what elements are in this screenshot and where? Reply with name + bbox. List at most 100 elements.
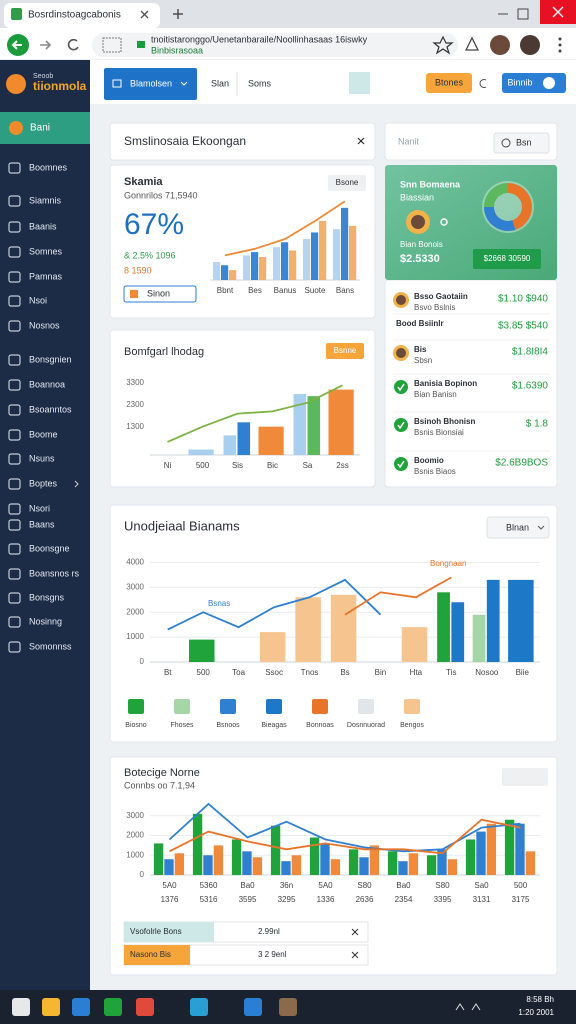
donut-slice bbox=[484, 183, 508, 207]
nav-icon bbox=[8, 592, 21, 604]
nav-item[interactable]: Nosnos bbox=[29, 320, 60, 330]
y-tick-label: 2000 bbox=[126, 607, 144, 616]
bar bbox=[251, 252, 259, 280]
nav-icon bbox=[8, 478, 21, 490]
chart-badge[interactable] bbox=[326, 343, 364, 359]
taskbar-icon[interactable] bbox=[136, 998, 154, 1016]
nav-item[interactable]: Pamnas bbox=[29, 271, 63, 281]
button-orange[interactable] bbox=[426, 73, 472, 93]
brand-logo bbox=[6, 74, 26, 94]
x-tick-label: 500 bbox=[197, 668, 211, 677]
x-tick-sublabel: 2636 bbox=[356, 895, 374, 904]
kpi-button[interactable] bbox=[123, 285, 197, 303]
x-tick-sublabel: 3131 bbox=[473, 895, 491, 904]
x-tick-label: 500 bbox=[196, 461, 210, 470]
nav-item[interactable]: Nosinng bbox=[29, 616, 62, 626]
legend-swatch bbox=[404, 699, 420, 714]
x-tick-label: Tis bbox=[446, 668, 456, 677]
panel-dropdown[interactable] bbox=[493, 132, 550, 154]
bar bbox=[451, 602, 465, 662]
chart-dropdown[interactable] bbox=[486, 516, 550, 539]
annotation: Bongnaan bbox=[430, 559, 466, 568]
nav-item[interactable]: Bani bbox=[30, 123, 50, 134]
bar bbox=[213, 261, 221, 280]
chart-dropdown[interactable] bbox=[502, 768, 548, 786]
button-label[interactable]: Binnib bbox=[507, 77, 532, 87]
button-label[interactable]: $2668 30590 bbox=[484, 254, 531, 263]
browser-tab[interactable] bbox=[4, 3, 160, 28]
kpi-button-icon bbox=[130, 290, 138, 298]
nav-item[interactable]: Somnes bbox=[29, 246, 63, 256]
x-tick-label: Tnos bbox=[301, 668, 319, 677]
bar bbox=[192, 813, 203, 875]
nav-item[interactable]: Bonsgnien bbox=[29, 354, 72, 364]
bar bbox=[472, 614, 486, 662]
nav-item[interactable]: Baanis bbox=[29, 221, 57, 231]
legend-label: Biosno bbox=[125, 722, 147, 729]
nav-item[interactable]: Bsoanntos bbox=[29, 404, 72, 414]
url-field[interactable] bbox=[92, 33, 458, 57]
bar bbox=[273, 247, 281, 280]
nav-item[interactable]: Boptes bbox=[29, 478, 58, 488]
taskbar-icon[interactable] bbox=[12, 998, 30, 1016]
nav-item[interactable]: Nsoi bbox=[29, 295, 47, 305]
bar bbox=[341, 207, 349, 280]
x-tick-label: Ni bbox=[164, 461, 172, 470]
card bbox=[109, 122, 376, 161]
bar bbox=[426, 855, 437, 875]
taskbar-icon[interactable] bbox=[42, 998, 60, 1016]
nav-item[interactable]: Baans bbox=[29, 519, 55, 529]
y-tick-label: 2000 bbox=[126, 831, 144, 840]
taskbar-icon[interactable] bbox=[279, 998, 297, 1016]
badge-label[interactable]: Bsone bbox=[336, 178, 359, 187]
menu-dot bbox=[558, 49, 562, 53]
bar bbox=[525, 851, 536, 875]
bookmark-star[interactable] bbox=[432, 35, 454, 55]
taskbar-icon[interactable] bbox=[72, 998, 90, 1016]
badge-label[interactable]: Bsnne bbox=[334, 346, 357, 355]
nav-item[interactable]: Siamnis bbox=[29, 195, 62, 205]
taskbar-icon[interactable] bbox=[190, 998, 208, 1016]
button-label[interactable]: Btones bbox=[435, 77, 464, 87]
nav-item[interactable]: Boomnes bbox=[29, 162, 68, 172]
url-subtext: Binbisrasoaa bbox=[151, 45, 203, 55]
nav-item[interactable]: Boansnos rs bbox=[29, 568, 80, 578]
kpi-badge[interactable] bbox=[328, 175, 366, 191]
taskbar-icon[interactable] bbox=[104, 998, 122, 1016]
nav-item[interactable]: Boannoa bbox=[29, 379, 65, 389]
extension[interactable] bbox=[464, 36, 480, 51]
bar bbox=[387, 851, 398, 875]
clock-date: 1:20 2001 bbox=[518, 1008, 554, 1017]
dropdown[interactable] bbox=[104, 68, 197, 100]
dropdown-label[interactable]: Blnan bbox=[506, 522, 529, 532]
x-tick-label: 5A0 bbox=[318, 881, 333, 890]
annotation: Bsnas bbox=[208, 599, 230, 608]
search-field[interactable] bbox=[349, 72, 370, 94]
nav-item[interactable]: Boonsgne bbox=[29, 543, 70, 553]
bar bbox=[223, 435, 237, 455]
x-tick-label: Sa0 bbox=[474, 881, 489, 890]
dropdown-icon bbox=[501, 138, 511, 148]
check-icon bbox=[394, 380, 408, 394]
nav-item[interactable]: Nsuns bbox=[29, 453, 55, 463]
bar bbox=[437, 592, 450, 662]
button-label[interactable]: Sinon bbox=[147, 288, 170, 298]
check-mark bbox=[397, 383, 405, 392]
placeholder: Nanit bbox=[398, 136, 420, 146]
nav-item[interactable]: Somonnss bbox=[29, 641, 72, 651]
x-tick-label: Sa bbox=[303, 461, 313, 470]
balance-button[interactable] bbox=[473, 249, 541, 269]
tab-label[interactable]: Slan bbox=[211, 78, 229, 88]
nav-item[interactable]: Boome bbox=[29, 429, 58, 439]
dropdown-label[interactable]: Blamolsen bbox=[130, 78, 172, 88]
nav-item[interactable]: Bonsgns bbox=[29, 592, 65, 602]
nav-item[interactable]: Nsori bbox=[29, 503, 50, 513]
dropdown-label[interactable]: Bsn bbox=[516, 137, 532, 147]
sidebar bbox=[0, 60, 90, 990]
bar bbox=[369, 845, 380, 875]
transaction-amount: $ 1.8 bbox=[526, 419, 549, 430]
table-cell: 2.99nl bbox=[258, 927, 280, 936]
taskbar-icon[interactable] bbox=[244, 998, 262, 1016]
search-label[interactable]: Soms bbox=[248, 78, 272, 88]
bar bbox=[242, 851, 252, 875]
